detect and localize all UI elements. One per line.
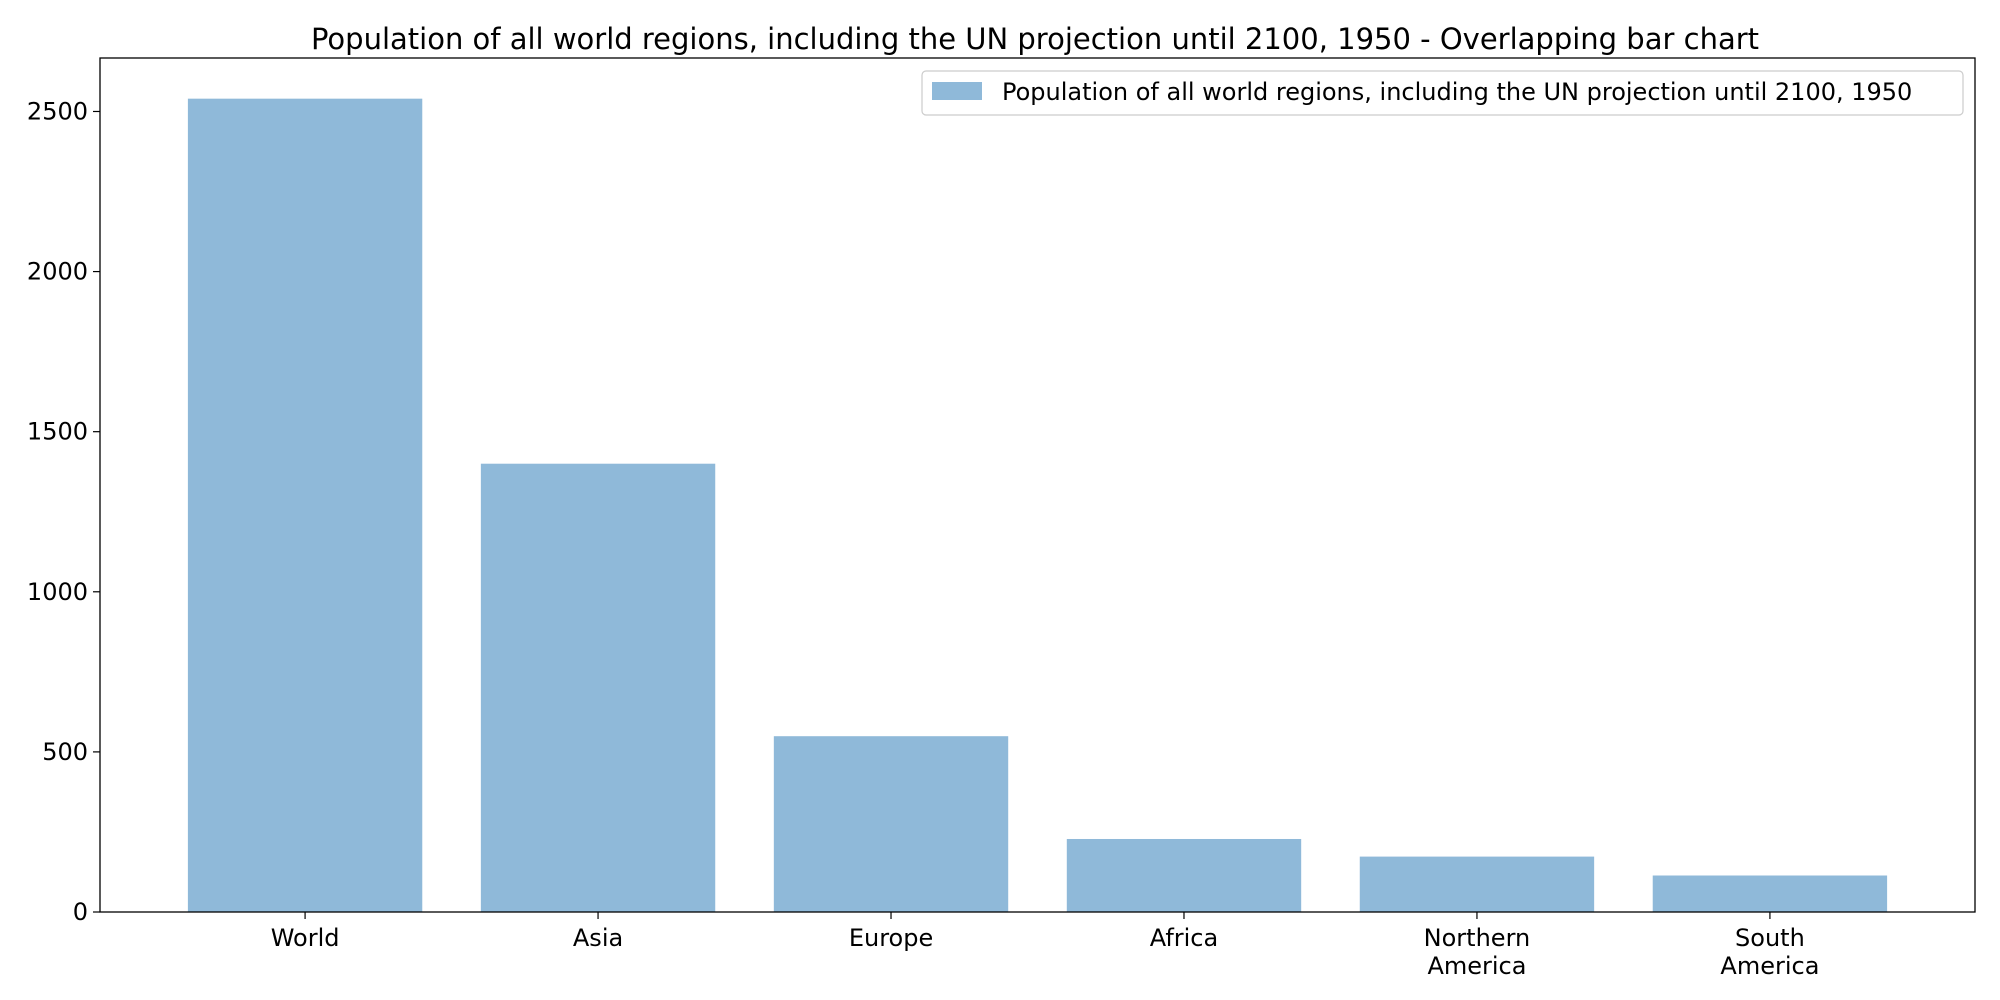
y-tick-label: 0 bbox=[73, 898, 88, 926]
x-tick-label: World bbox=[271, 924, 340, 952]
x-tick-label: Asia bbox=[573, 924, 623, 952]
x-tick-label: Europe bbox=[849, 924, 933, 952]
y-tick-label: 1500 bbox=[27, 418, 88, 446]
legend: Population of all world regions, includi… bbox=[921, 70, 1964, 116]
bar-world bbox=[187, 98, 423, 913]
bar-europe bbox=[773, 736, 1009, 912]
bar-africa bbox=[1066, 838, 1302, 912]
y-tick-label: 1000 bbox=[27, 578, 88, 606]
x-tick-label: South America bbox=[1720, 924, 1819, 980]
x-tick-label: Northern America bbox=[1424, 924, 1531, 980]
legend-frame bbox=[921, 70, 1964, 116]
bar-asia bbox=[480, 463, 716, 912]
x-tick-label: Africa bbox=[1150, 924, 1218, 952]
y-tick-label: 2000 bbox=[27, 258, 88, 286]
y-axis: 0 500 1000 1500 2000 2500 bbox=[27, 97, 100, 926]
plot-frame bbox=[99, 57, 1976, 913]
bars-layer bbox=[187, 98, 1888, 913]
y-tick-label: 2500 bbox=[27, 97, 88, 125]
y-tick-label: 500 bbox=[42, 738, 88, 766]
bar-northern-america bbox=[1359, 856, 1595, 912]
chart-title: Population of all world regions, includi… bbox=[311, 22, 1759, 56]
bar-south-america bbox=[1652, 875, 1888, 912]
x-axis: World Asia Europe Africa Northern America Sout… bbox=[271, 912, 1819, 980]
legend-label: Population of all world regions, includi… bbox=[1002, 78, 1912, 106]
legend-swatch bbox=[932, 82, 982, 100]
